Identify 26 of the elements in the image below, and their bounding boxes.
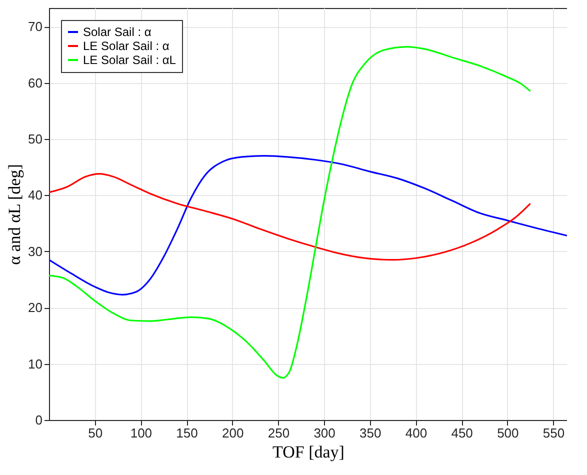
y-tick-label: 0 [35,412,42,428]
x-tick-label: 350 [360,426,382,440]
y-tick-label: 40 [28,188,42,203]
x-tick-label: 150 [176,426,198,440]
line-series [49,155,567,296]
legend-label: LE Solar Sail : αL [83,53,176,67]
x-tick-label: 250 [268,426,290,440]
x-axis-title: TOF [day] [272,442,344,462]
y-tick-label: 70 [28,19,42,34]
x-tick-label: 450 [451,426,473,440]
y-tick-label: 20 [28,300,42,316]
y-tick-label: 30 [28,244,42,259]
y-tick-label: 10 [28,356,42,372]
x-tick-label: 550 [542,426,565,440]
x-tick-label: 300 [314,426,336,440]
y-axis-title: α and αL [deg] [5,164,24,265]
y-tick-label: 50 [28,131,42,146]
x-tick-label: 200 [222,426,244,440]
x-tick-label: 400 [405,426,428,440]
x-tick-label: 500 [497,426,519,440]
legend-label: Solar Sail : α [83,25,152,39]
legend-label: LE Solar Sail : α [83,39,170,53]
x-tick-label: 50 [88,426,103,440]
y-tick-label: 60 [28,75,42,90]
line-series [49,173,532,261]
x-tick-label: 100 [130,426,152,440]
